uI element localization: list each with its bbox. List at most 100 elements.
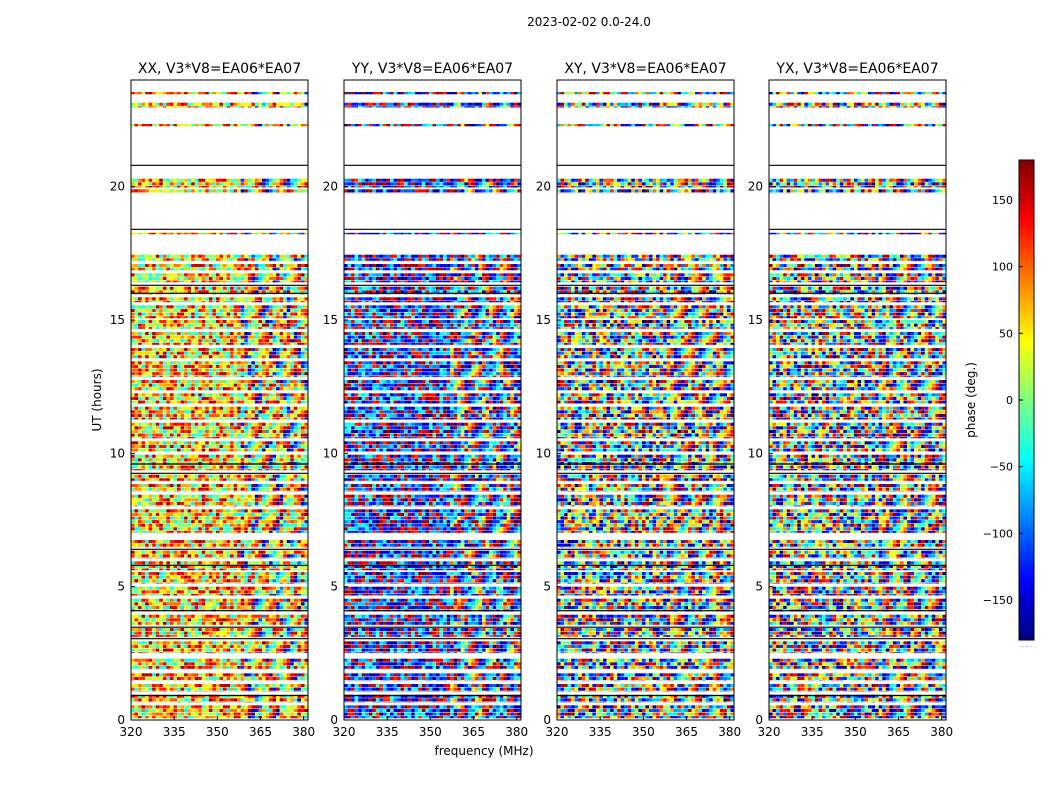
phase-cell xyxy=(141,351,146,356)
phase-cell xyxy=(219,448,224,452)
phase-cell xyxy=(159,320,163,324)
phase-cell xyxy=(244,550,248,555)
phase-cell xyxy=(300,355,305,359)
phase-cell xyxy=(279,351,284,356)
phase-cell xyxy=(180,396,185,401)
phase-cell xyxy=(145,361,149,365)
phase-cell xyxy=(244,396,248,401)
phase-cell xyxy=(177,426,181,430)
phase-cell xyxy=(276,705,280,709)
phase-cell xyxy=(205,426,209,430)
phase-cell xyxy=(293,621,298,626)
phase-cell xyxy=(212,593,216,597)
phase-cell xyxy=(191,694,195,699)
phase-cell xyxy=(286,543,291,548)
phase-cell xyxy=(276,550,280,555)
phase-cell xyxy=(191,393,195,397)
phase-cell xyxy=(159,635,163,638)
phase-cell xyxy=(223,413,227,418)
phase-cell xyxy=(159,417,163,421)
phase-cell xyxy=(269,351,273,356)
phase-cell xyxy=(272,716,277,719)
phase-cell xyxy=(141,543,146,548)
phase-cell xyxy=(201,375,206,378)
phase-cell xyxy=(251,364,255,369)
phase-cell xyxy=(247,582,252,584)
phase-cell xyxy=(194,429,199,434)
phase-cell xyxy=(244,698,248,702)
phase-cell xyxy=(265,383,270,388)
phase-cell xyxy=(177,454,181,459)
phase-cell xyxy=(269,501,273,506)
phase-cell xyxy=(141,602,146,606)
phase-cell xyxy=(191,520,195,524)
phase-cell xyxy=(205,561,209,565)
phase-cell xyxy=(262,605,266,610)
phase-cell xyxy=(265,474,270,479)
phase-cell xyxy=(300,572,305,576)
phase-cell xyxy=(226,665,231,670)
phase-cell xyxy=(212,417,216,421)
phase-cell xyxy=(191,598,195,603)
phase-cell xyxy=(205,579,209,583)
phase-cell xyxy=(293,487,298,492)
phase-cell xyxy=(279,441,284,445)
phase-cell xyxy=(283,487,287,492)
phase-cell xyxy=(169,684,174,688)
phase-cell xyxy=(272,635,277,638)
phase-cell xyxy=(223,383,227,388)
phase-cell xyxy=(233,320,238,324)
phase-cell xyxy=(262,487,266,492)
phase-cell xyxy=(240,458,245,462)
phase-cell xyxy=(258,561,262,565)
phase-cell xyxy=(276,530,280,534)
phase-cell xyxy=(166,631,170,636)
phase-cell xyxy=(187,602,192,606)
phase-cell xyxy=(293,540,298,544)
phase-cell xyxy=(184,498,188,502)
phase-cell xyxy=(265,687,270,692)
phase-cell xyxy=(297,361,301,365)
phase-cell xyxy=(166,516,170,521)
phase-cell xyxy=(293,618,298,622)
phase-cell xyxy=(212,454,216,459)
phase-cell xyxy=(219,641,224,645)
phase-cell xyxy=(152,530,156,534)
phase-cell xyxy=(254,652,259,654)
phase-cell xyxy=(212,527,216,531)
phase-cell xyxy=(226,593,231,597)
phase-cell xyxy=(184,335,188,340)
phase-cell xyxy=(258,527,262,531)
phase-cell xyxy=(286,469,291,471)
phase-cell xyxy=(226,433,231,438)
phase-cell xyxy=(283,484,287,488)
phase-cell xyxy=(269,602,273,606)
phase-cell xyxy=(138,561,142,565)
phase-cell xyxy=(230,523,234,528)
phase-cell xyxy=(173,320,178,324)
phase-cell xyxy=(262,527,266,531)
phase-cell xyxy=(205,694,209,699)
phase-cell xyxy=(276,684,280,688)
phase-cell xyxy=(155,644,160,649)
phase-cell xyxy=(226,586,231,591)
phase-cell xyxy=(244,628,248,632)
phase-cell xyxy=(269,406,273,411)
phase-cell xyxy=(152,708,156,713)
phase-cell xyxy=(131,380,135,384)
phase-cell xyxy=(148,658,153,663)
phase-cell xyxy=(208,631,213,636)
phase-cell xyxy=(141,708,146,713)
phase-cell xyxy=(134,550,139,555)
phase-cell xyxy=(169,635,174,638)
phase-cell xyxy=(194,342,199,346)
phase-cell xyxy=(223,641,227,645)
phase-cell xyxy=(155,575,160,580)
phase-cell xyxy=(169,387,174,391)
phase-cell xyxy=(286,406,291,411)
phase-cell xyxy=(198,509,202,513)
phase-cell xyxy=(244,413,248,418)
phase-cell xyxy=(223,520,227,524)
phase-cell xyxy=(180,413,185,418)
phase-cell xyxy=(272,614,277,619)
